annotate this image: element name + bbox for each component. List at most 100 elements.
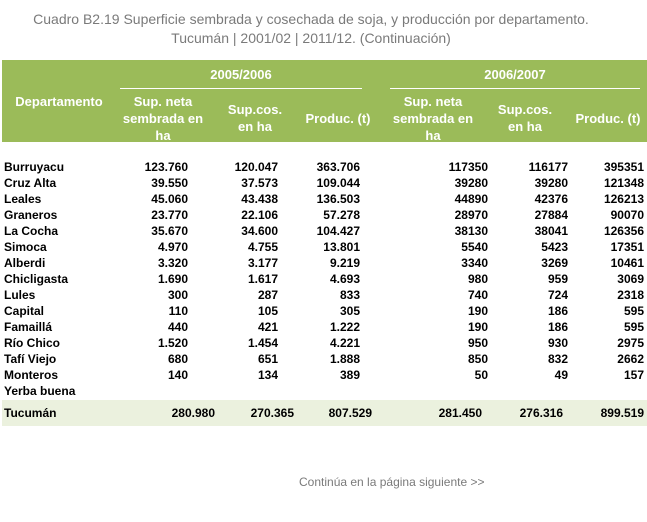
row-cell: 126213 xyxy=(603,192,644,206)
table-header: Departamento 2005/2006 Sup. neta sembrad… xyxy=(2,60,647,143)
row-cell: 17351 xyxy=(610,240,644,254)
row-cell: 35.670 xyxy=(151,224,188,238)
total-cell: 280.980 xyxy=(171,406,215,420)
row-name: Monteros xyxy=(4,368,58,382)
header-sup-cos-b: Sup.cos. en ha xyxy=(497,102,553,134)
row-cell: 10461 xyxy=(610,256,644,270)
row-cell: 3269 xyxy=(541,256,568,270)
total-cell: 281.450 xyxy=(438,406,482,420)
row-cell: 421 xyxy=(257,320,278,334)
header-period-2006-2007: 2006/2007 xyxy=(484,67,546,82)
row-cell: 105 xyxy=(257,304,278,318)
row-cell: 126356 xyxy=(603,224,644,238)
total-cell: 276.316 xyxy=(519,406,563,420)
row-cell: 120.047 xyxy=(234,160,278,174)
continue-note: Continúa en la página siguiente >> xyxy=(299,475,485,489)
row-cell: 389 xyxy=(339,368,360,382)
row-cell: 57.278 xyxy=(323,208,360,222)
row-cell: 3340 xyxy=(461,256,488,270)
row-name: Lules xyxy=(4,288,36,302)
table-row: Lules 300 287 833 740 724 2318 xyxy=(2,287,647,303)
table-row: Leales 45.060 43.438 136.503 44890 42376 12621… xyxy=(2,191,647,207)
row-cell: 50 xyxy=(474,368,488,382)
row-cell: 3069 xyxy=(617,272,644,286)
table-row: Río Chico 1.520 1.454 4.221 950 930 2975 xyxy=(2,335,647,351)
row-cell: 37.573 xyxy=(241,176,278,190)
row-cell: 39280 xyxy=(454,176,488,190)
row-cell: 595 xyxy=(623,304,644,318)
row-cell: 740 xyxy=(467,288,488,302)
row-name: Río Chico xyxy=(4,336,60,350)
table-row: Capital 110 105 305 190 186 595 xyxy=(2,303,647,319)
row-cell: 190 xyxy=(467,320,488,334)
row-cell: 595 xyxy=(623,320,644,334)
table-row: Tafí Viejo 680 651 1.888 850 832 2662 xyxy=(2,351,647,367)
table-row: Simoca 4.970 4.755 13.801 5540 5423 17351 xyxy=(2,239,647,255)
row-cell: 38041 xyxy=(534,224,568,238)
row-name: Burruyacu xyxy=(4,160,65,174)
row-cell: 27884 xyxy=(534,208,568,222)
row-cell: 3.320 xyxy=(157,256,188,270)
row-name: Famaillá xyxy=(4,320,53,334)
row-cell: 190 xyxy=(467,304,488,318)
row-cell: 90070 xyxy=(610,208,644,222)
header-sup-neta-b: Sup. neta sembrada en ha xyxy=(392,94,474,143)
row-name: Chicligasta xyxy=(4,272,69,286)
total-name: Tucumán xyxy=(4,406,57,420)
row-cell: 121348 xyxy=(603,176,644,190)
row-cell: 134 xyxy=(257,368,278,382)
header-produc-b: Produc. (t) xyxy=(575,111,641,126)
table-row: Burruyacu 123.760 120.047 363.706 117350 1161… xyxy=(2,159,647,175)
row-cell: 136.503 xyxy=(316,192,360,206)
row-cell: 980 xyxy=(467,272,488,286)
title-line-2: Tucumán | 2001/02 | 2011/12. (Continuaci… xyxy=(171,30,451,46)
row-cell: 1.520 xyxy=(157,336,188,350)
row-cell: 44890 xyxy=(454,192,488,206)
row-cell: 4.221 xyxy=(329,336,360,350)
row-cell: 724 xyxy=(547,288,568,302)
row-cell: 140 xyxy=(167,368,188,382)
total-cell: 899.519 xyxy=(600,406,644,420)
row-cell: 950 xyxy=(467,336,488,350)
header-divider-a xyxy=(120,88,362,89)
row-cell: 39.550 xyxy=(151,176,188,190)
table-row: Cruz Alta 39.550 37.573 109.044 39280 39280 12… xyxy=(2,175,647,191)
table-row: Yerba buena xyxy=(2,383,647,399)
header-produc-a: Produc. (t) xyxy=(305,111,371,126)
row-cell: 832 xyxy=(547,352,568,366)
table-row: Monteros 140 134 389 50 49 157 xyxy=(2,367,647,383)
row-cell: 5423 xyxy=(541,240,568,254)
header-period-2005-2006: 2005/2006 xyxy=(210,67,272,82)
row-cell: 1.888 xyxy=(329,352,360,366)
total-row: Tucumán 280.980 270.365 807.529 281.450 … xyxy=(2,400,647,426)
row-cell: 23.770 xyxy=(151,208,188,222)
row-cell: 4.970 xyxy=(157,240,188,254)
row-cell: 34.600 xyxy=(241,224,278,238)
header-departamento: Departamento xyxy=(15,94,103,109)
row-cell: 117350 xyxy=(448,160,488,174)
row-cell: 833 xyxy=(339,288,360,302)
row-name: La Cocha xyxy=(4,224,59,238)
row-cell: 42376 xyxy=(534,192,568,206)
row-cell: 2318 xyxy=(617,288,644,302)
row-cell: 300 xyxy=(167,288,188,302)
title-line-1: Cuadro B2.19 Superficie sembrada y cosec… xyxy=(33,11,589,27)
row-cell: 395351 xyxy=(603,160,644,174)
row-name: Capital xyxy=(4,304,45,318)
row-cell: 110 xyxy=(168,304,188,318)
row-cell: 116177 xyxy=(528,160,568,174)
header-sup-neta-a: Sup. neta sembrada en ha xyxy=(122,94,204,143)
row-name: Yerba buena xyxy=(4,384,76,398)
row-name: Cruz Alta xyxy=(4,176,57,190)
row-cell: 305 xyxy=(339,304,360,318)
row-cell: 28970 xyxy=(454,208,488,222)
row-cell: 186 xyxy=(547,304,568,318)
row-cell: 1.690 xyxy=(157,272,188,286)
table-row: Chicligasta 1.690 1.617 4.693 980 959 3069 xyxy=(2,271,647,287)
row-cell: 680 xyxy=(167,352,188,366)
row-cell: 39280 xyxy=(534,176,568,190)
row-cell: 9.219 xyxy=(329,256,360,270)
total-cell: 270.365 xyxy=(250,406,294,420)
row-cell: 4.693 xyxy=(329,272,360,286)
row-name: Alberdi xyxy=(4,256,46,270)
